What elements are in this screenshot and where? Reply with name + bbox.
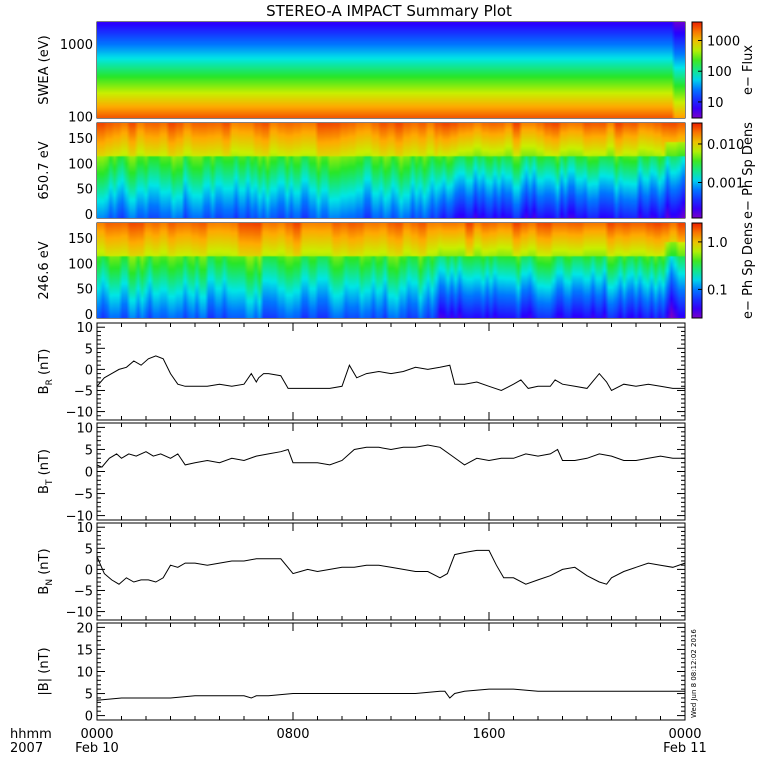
panel-br: −10 −5 0 5 10 BR (nT): [37, 321, 686, 421]
ylabel-main: B: [37, 485, 52, 494]
ytick-label-bmag: 10: [76, 666, 93, 681]
series-line-bt: [96, 444, 685, 468]
ylabel-bn: BN (nT): [37, 548, 55, 594]
colorbar-tick-label-pad650: 0.001: [707, 177, 744, 192]
ytick-label-pad650: 150: [68, 132, 93, 147]
ylabel-pad650: 650.7 eV: [37, 141, 52, 199]
ylabel-unit: (nT): [37, 349, 52, 379]
panel-frame-bt: [96, 422, 686, 521]
colorbar-tick-label-pad650: 0.010: [707, 138, 744, 153]
ytick-label-bn: −10: [66, 606, 93, 621]
heatmap-image-pad650: [97, 123, 685, 218]
xaxis-row-label-time: hhmm: [10, 727, 52, 742]
xtick-label-time: 0800: [276, 727, 309, 742]
colorbar-label-pad246: e− Ph Sp Dens: [741, 222, 756, 319]
ylabel-subscript: T: [45, 479, 55, 486]
ylabel-br: BR (nT): [37, 349, 55, 395]
ylabel-bmag: |B| (nT): [37, 647, 52, 695]
colorbar-pad246: [691, 222, 703, 319]
colorbar-tick-label-swea: 10: [707, 96, 724, 111]
ylabel-swea: SWEA (eV): [37, 35, 52, 104]
generation-timestamp: Wed Jun 8 08:12:02 2016: [690, 629, 698, 718]
xtick-label-time: 0000: [80, 727, 113, 742]
panel-bt: −10 −5 0 5 10 BT (nT): [37, 421, 686, 525]
colorbar-tick-label-pad246: 1.0: [707, 236, 728, 251]
ytick-label-bn: 0: [85, 563, 93, 578]
ylabel-subscript: R: [45, 379, 55, 385]
xtick-label-date: Feb 10: [75, 741, 119, 756]
xtick-label-time: 1600: [472, 727, 505, 742]
ytick-label-pad650: 100: [68, 157, 93, 172]
panel-bn: −10 −5 0 5 10 BN (nT): [37, 521, 686, 621]
ylabel-main: |B|: [37, 678, 52, 696]
panel-frame-bn: [96, 522, 686, 621]
ytick-label-br: −10: [66, 406, 93, 421]
xtick-label-date: Feb 11: [663, 741, 707, 756]
ytick-label-bn: 10: [76, 521, 93, 536]
colorbar-tick-label-swea: 100: [707, 65, 732, 80]
ytick-label-bmag: 5: [85, 688, 93, 703]
ytick-label-bmag: 20: [76, 621, 93, 636]
colorbar-label-pad650: e− Ph Sp Dens: [741, 122, 756, 219]
ylabel-main: B: [37, 385, 52, 394]
panel-frame-br: [96, 322, 686, 421]
panel-bmag: 0 5 10 15 20 |B| (nT): [37, 621, 686, 725]
ylabel-unit: (nT): [37, 548, 52, 578]
xtick-label-time: 0000: [668, 727, 701, 742]
ytick-label-br: −5: [74, 384, 93, 399]
ytick-label-bt: −10: [66, 510, 93, 525]
ylabel-unit: (nT): [37, 449, 52, 479]
heatmap-image-pad246: [97, 223, 685, 318]
ytick-label-bmag: 0: [85, 710, 93, 725]
colorbar-tick-label-swea: 1000: [707, 34, 740, 49]
xaxis-row-label-year: 2007: [10, 741, 43, 756]
ytick-label-br: 10: [76, 321, 93, 336]
ytick-label-pad246: 50: [76, 283, 93, 298]
ytick-label-bmag: 15: [76, 643, 93, 658]
colorbar-label-swea: e− Flux: [741, 45, 756, 95]
series-line-bn: [96, 549, 686, 585]
ylabel-bt: BT (nT): [37, 449, 55, 494]
ytick-label-br: 5: [85, 342, 93, 357]
colorbar-pad650: [691, 122, 703, 219]
panel-frame-bmag: [96, 622, 686, 721]
figure-title: STEREO-A IMPACT Summary Plot: [266, 2, 512, 20]
ylabel-unit: (nT): [37, 647, 52, 677]
ytick-label-bt: 10: [76, 421, 93, 436]
ytick-label-bn: 5: [85, 542, 93, 557]
ytick-label-swea: 1000: [60, 38, 93, 53]
ytick-label-br: 0: [85, 363, 93, 378]
ytick-label-pad650: 50: [76, 183, 93, 198]
colorbar-swea: [691, 21, 703, 119]
ytick-label-pad246: 0: [85, 308, 93, 323]
colorbar-tick-label-pad246: 0.1: [707, 283, 728, 298]
series-line-bmag: [96, 688, 685, 701]
ytick-label-bn: −5: [74, 584, 93, 599]
ytick-label-swea: 100: [68, 110, 93, 125]
series-line-br: [96, 355, 685, 392]
heatmap-image-swea: [97, 22, 685, 118]
ytick-label-bt: −5: [74, 488, 93, 503]
ylabel-main: B: [37, 586, 52, 595]
ytick-label-pad246: 150: [68, 232, 93, 247]
ytick-label-bt: 5: [85, 443, 93, 458]
ylabel-subscript: N: [45, 579, 55, 586]
ylabel-pad246: 246.6 eV: [37, 241, 52, 299]
ytick-label-pad650: 0: [85, 208, 93, 223]
ytick-label-bt: 0: [85, 466, 93, 481]
ytick-label-pad246: 100: [68, 257, 93, 272]
